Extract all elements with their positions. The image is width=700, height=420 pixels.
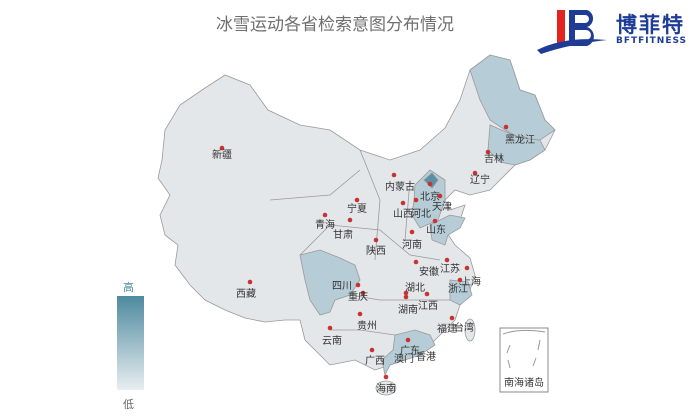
province-海南[interactable]: [375, 380, 397, 396]
marker-dot[interactable]: [383, 374, 389, 380]
province-label: 广东: [400, 344, 420, 357]
province-label: 江西: [418, 300, 438, 312]
marker-dot[interactable]: [219, 145, 225, 151]
legend-high-label: 高: [123, 281, 134, 294]
province-label: 山西: [393, 208, 413, 220]
legend-low-label: 低: [123, 398, 134, 411]
marker-dot[interactable]: [464, 265, 470, 271]
province-label: 台湾: [454, 321, 474, 334]
province-四川[interactable]: [299, 249, 361, 316]
marker-dot[interactable]: [327, 325, 333, 331]
marker-dot[interactable]: [432, 218, 438, 224]
marker-dot[interactable]: [360, 290, 366, 296]
province-label: 河南: [402, 238, 422, 251]
marker-dot[interactable]: [427, 181, 433, 187]
province-label: 天津: [432, 201, 452, 213]
marker-dot[interactable]: [322, 212, 328, 218]
marker-dot[interactable]: [369, 347, 375, 353]
province-label: 陕西: [366, 244, 386, 257]
province-border: [349, 294, 450, 301]
province-label: 海南: [376, 382, 396, 395]
marker-dot[interactable]: [449, 315, 455, 321]
marker-dot[interactable]: [403, 294, 409, 300]
province-label: 香港: [416, 351, 436, 363]
province-label: 广西: [365, 355, 385, 367]
province-label: 湖南: [398, 303, 418, 316]
marker-dot[interactable]: [503, 124, 509, 130]
province-label: 西藏: [236, 288, 256, 300]
marker-dot[interactable]: [373, 237, 379, 243]
marker-dot[interactable]: [347, 217, 353, 223]
marker-dot[interactable]: [391, 172, 397, 178]
marker-dot[interactable]: [472, 170, 478, 176]
province-label: 吉林: [484, 152, 504, 165]
logo-subtitle: BFTFITNESS: [616, 36, 688, 46]
province-border: [299, 224, 441, 261]
marker-dot[interactable]: [437, 193, 443, 199]
marker-dot[interactable]: [405, 337, 411, 343]
province-label: 黑龙江: [505, 133, 535, 146]
marker-dot[interactable]: [413, 259, 419, 265]
marker-dot[interactable]: [400, 200, 406, 206]
province-黑龙江[interactable]: [469, 54, 556, 141]
province-label: 山东: [426, 223, 446, 236]
province-山东[interactable]: [429, 214, 466, 246]
province-label: 北京: [420, 190, 440, 203]
province-label: 上海: [461, 275, 481, 288]
province-河北[interactable]: [411, 169, 446, 229]
province-台湾[interactable]: [464, 318, 476, 342]
logo-name: 博菲特: [616, 13, 685, 37]
province-label: 重庆: [348, 290, 368, 303]
province-label: 湖北: [405, 282, 425, 294]
marker-dot[interactable]: [485, 149, 491, 155]
inset-label: 南海诸岛: [504, 376, 544, 389]
province-label: 宁夏: [347, 202, 367, 215]
bft-logo-icon: [537, 10, 607, 54]
province-label: 四川: [332, 281, 352, 292]
province-label: 内蒙古: [385, 180, 415, 193]
marker-dot[interactable]: [403, 290, 409, 296]
legend-gradient[interactable]: [117, 296, 144, 390]
marker-dot[interactable]: [355, 282, 361, 288]
province-label: 云南: [322, 334, 342, 347]
province-label: 贵州: [357, 319, 377, 332]
province-浙江[interactable]: [449, 279, 473, 306]
province-border: [330, 329, 396, 336]
marker-dot[interactable]: [247, 279, 253, 285]
marker-dot[interactable]: [444, 257, 450, 263]
province-border: [269, 169, 361, 201]
south-china-sea-inset: 南海诸岛: [499, 327, 549, 393]
marker-dot[interactable]: [409, 229, 415, 235]
province-label: 安徽: [419, 265, 439, 278]
province-label: 河北: [411, 208, 431, 220]
logo: [535, 6, 695, 56]
province-border: [404, 179, 411, 241]
marker-dot[interactable]: [357, 311, 363, 317]
province-label: 辽宁: [470, 173, 490, 186]
marker-dot[interactable]: [457, 277, 463, 283]
map-title: 冰雪运动各省检索意图分布情况: [216, 15, 454, 35]
province-label: 新疆: [212, 148, 232, 161]
province-label: 浙江: [448, 283, 468, 295]
marker-dot[interactable]: [413, 197, 419, 203]
province-label: 澳门: [394, 352, 414, 365]
province-label: 江苏: [440, 262, 460, 275]
marker-dot[interactable]: [424, 291, 430, 297]
province-label: 青海: [315, 218, 335, 231]
province-label: 福建: [437, 322, 457, 335]
province-广东[interactable]: [381, 329, 436, 377]
marker-dot[interactable]: [354, 197, 360, 203]
province-label: 甘肃: [333, 228, 353, 241]
